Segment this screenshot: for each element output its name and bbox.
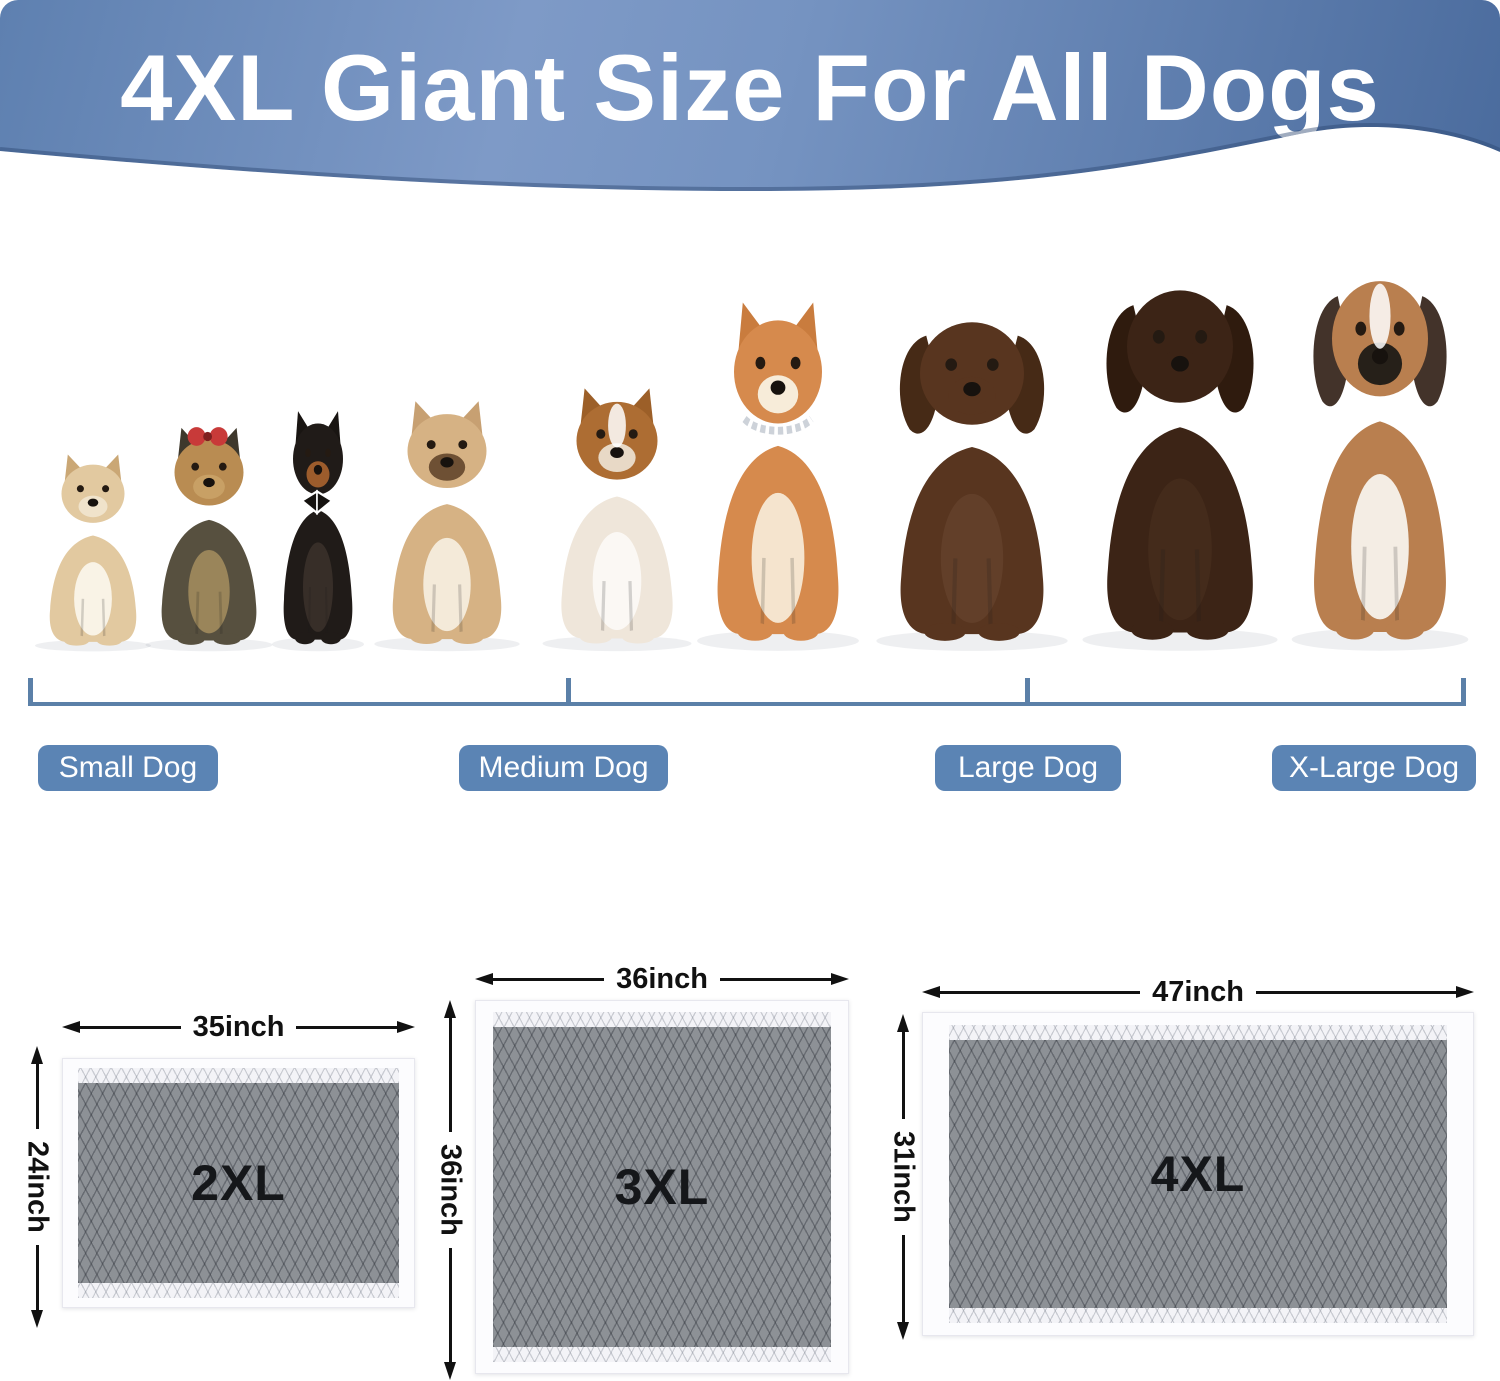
arrow-line — [35, 1244, 39, 1310]
header-banner: 4XL Giant Size For All Dogs — [0, 0, 1500, 225]
arrow-line — [493, 977, 605, 981]
bracket-tick — [1025, 678, 1030, 706]
arrowhead-left-icon — [475, 973, 493, 985]
page-title: 4XL Giant Size For All Dogs — [120, 35, 1380, 140]
pad-core: 3XL — [493, 1027, 831, 1347]
pad-edge-pattern — [78, 1283, 399, 1298]
arrowhead-right-icon — [397, 1021, 415, 1033]
label-medium-dog: Medium Dog — [459, 745, 668, 791]
arrowhead-left-icon — [922, 986, 940, 998]
width-dimension-2xl: 35inch — [192, 1010, 285, 1043]
bracket-line — [28, 702, 1466, 706]
width-arrow-2xl: 35inch — [62, 1010, 415, 1044]
arrowhead-up-icon — [897, 1014, 909, 1032]
arrowhead-right-icon — [831, 973, 849, 985]
banner-wave — [0, 123, 1500, 225]
pad-core: 2XL — [78, 1083, 399, 1283]
bracket-tick — [28, 678, 33, 706]
pad-edge-pattern — [78, 1068, 399, 1083]
miniature-pinscher-dog — [268, 408, 368, 652]
pad-size-label-4xl: 4XL — [1150, 1146, 1246, 1202]
arrow-line — [296, 1025, 397, 1029]
arrow-line — [719, 977, 831, 981]
boxer-dog — [1284, 256, 1476, 652]
arrow-line — [448, 1018, 452, 1133]
arrow-line — [80, 1025, 181, 1029]
pad-3xl: 3XL — [475, 1000, 849, 1374]
arrow-line — [1255, 990, 1456, 994]
pad-edge-pattern — [949, 1308, 1447, 1323]
height-dimension-2xl: 24inch — [21, 1141, 54, 1233]
flat-coated-retriever-dog — [1074, 266, 1286, 652]
width-arrow-3xl: 36inch — [475, 962, 849, 996]
label-small-dog: Small Dog — [38, 745, 218, 791]
pad-edge-pattern — [949, 1025, 1447, 1040]
bull-terrier-dog — [536, 385, 698, 652]
width-dimension-3xl: 36inch — [616, 962, 708, 995]
height-arrow-2xl: 24inch — [19, 1046, 55, 1328]
arrowhead-down-icon — [444, 1362, 456, 1380]
pad-size-label-3xl: 3XL — [614, 1159, 710, 1215]
arrowhead-down-icon — [897, 1322, 909, 1340]
arrow-line — [448, 1247, 452, 1362]
pad-core: 4XL — [949, 1040, 1447, 1308]
pad-edge-pattern — [493, 1012, 831, 1027]
height-arrow-4xl: 31inch — [885, 1014, 921, 1340]
french-bulldog-dog — [368, 398, 526, 652]
pad-4xl: 4XL — [922, 1012, 1474, 1336]
pad-edge-pattern — [493, 1347, 831, 1362]
pad-2xl: 2XL — [62, 1058, 415, 1308]
height-dimension-4xl: 31inch — [887, 1131, 920, 1223]
width-dimension-4xl: 47inch — [1152, 975, 1244, 1008]
arrowhead-up-icon — [444, 1000, 456, 1018]
shiba-inu-dog — [690, 298, 866, 652]
yorkshire-terrier-dog — [140, 425, 278, 652]
chihuahua-dog — [30, 452, 156, 652]
arrowhead-up-icon — [31, 1046, 43, 1064]
label-x-large-dog: X-Large Dog — [1272, 745, 1476, 791]
arrow-line — [901, 1032, 905, 1120]
bracket-tick — [566, 678, 571, 706]
arrowhead-left-icon — [62, 1021, 80, 1033]
arrowhead-down-icon — [31, 1310, 43, 1328]
height-dimension-3xl: 36inch — [434, 1144, 467, 1236]
arrow-line — [901, 1234, 905, 1322]
height-arrow-3xl: 36inch — [432, 1000, 468, 1380]
label-large-dog: Large Dog — [935, 745, 1121, 791]
arrowhead-right-icon — [1456, 986, 1474, 998]
chocolate-labrador-dog — [868, 300, 1076, 652]
arrow-line — [35, 1064, 39, 1130]
bracket-tick — [1461, 678, 1466, 706]
arrow-line — [940, 990, 1141, 994]
pad-size-label-2xl: 2XL — [191, 1155, 286, 1211]
width-arrow-4xl: 47inch — [922, 975, 1474, 1009]
